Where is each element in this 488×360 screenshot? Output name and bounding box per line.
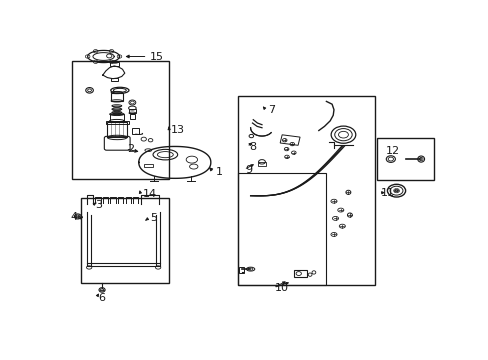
Bar xyxy=(111,77,118,81)
Bar xyxy=(81,198,169,283)
Text: 15: 15 xyxy=(150,51,164,62)
Text: 8: 8 xyxy=(249,142,256,152)
Text: 9: 9 xyxy=(245,165,252,175)
Bar xyxy=(294,270,307,278)
Bar xyxy=(129,114,135,118)
Bar xyxy=(258,162,265,166)
Text: 2: 2 xyxy=(127,144,134,154)
Bar xyxy=(109,114,124,121)
Bar xyxy=(238,96,374,285)
Text: 13: 13 xyxy=(171,125,184,135)
Text: 11: 11 xyxy=(380,188,394,198)
Bar xyxy=(144,164,153,167)
Text: 5: 5 xyxy=(150,213,157,224)
Bar xyxy=(129,109,136,113)
Bar xyxy=(107,122,127,138)
Bar xyxy=(105,121,128,123)
Bar xyxy=(111,93,122,101)
Text: 1: 1 xyxy=(215,167,223,177)
Bar xyxy=(238,174,326,285)
Bar xyxy=(280,135,300,145)
Text: 4: 4 xyxy=(70,212,78,222)
Text: 3: 3 xyxy=(95,199,102,210)
Bar xyxy=(132,128,139,134)
Text: 12: 12 xyxy=(386,146,400,156)
Bar xyxy=(72,61,169,179)
Bar xyxy=(239,267,244,273)
Text: 10: 10 xyxy=(275,283,289,293)
Text: 14: 14 xyxy=(142,189,157,199)
Bar xyxy=(376,138,433,180)
Text: 7: 7 xyxy=(267,105,274,115)
Bar xyxy=(110,62,119,66)
Text: 6: 6 xyxy=(98,293,105,303)
